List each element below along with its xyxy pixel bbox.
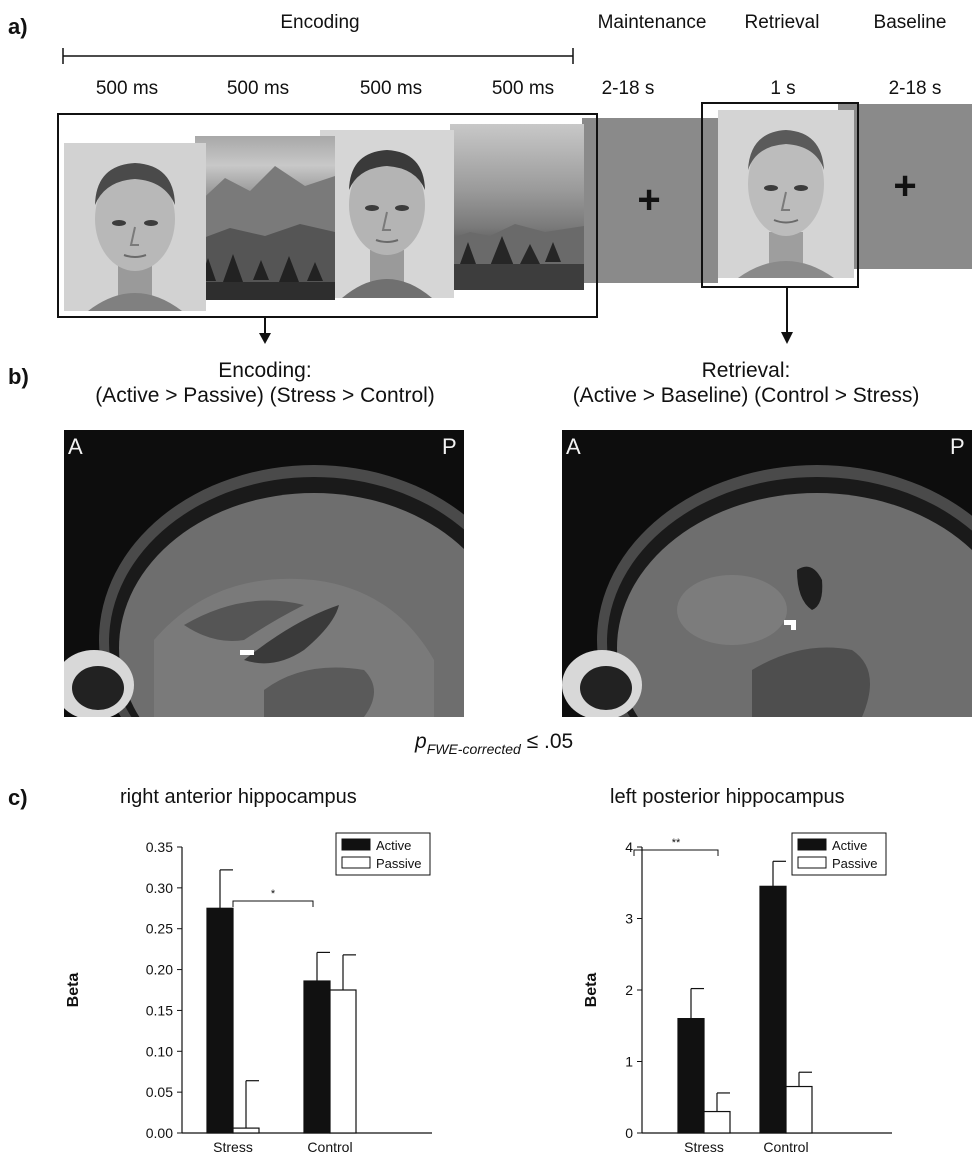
face-image (88, 163, 182, 311)
legend-label-passive: Passive (376, 856, 422, 871)
encoding-contrast-title-line2: (Active > Passive) (Stress > Control) (95, 384, 435, 407)
y-tick-label: 2 (625, 982, 633, 998)
chart-right-anterior-hippocampus: 0.00 0.05 0.10 0.15 0.20 0.25 0.30 0.35 Beta Stre… (65, 832, 432, 1155)
bar-active-stress (206, 907, 234, 1134)
bar-passive-stress (232, 1127, 260, 1134)
duration-label-3: 500 ms (359, 78, 423, 99)
chart-left-posterior-hippocampus: 0 1 2 3 4 Beta Stress Control ** Active Passive (583, 832, 892, 1155)
maintenance-fixation-cross: + (637, 178, 661, 222)
encoding-down-arrow (259, 318, 271, 344)
retrieval-contrast-title-line1: Retrieval: (701, 359, 791, 382)
bar-active-stress (677, 1018, 705, 1134)
face-image (342, 150, 432, 298)
y-axis-label: Beta (583, 973, 600, 1008)
y-tick-label: 3 (625, 911, 633, 927)
threshold-subscript: FWE-corrected (426, 741, 521, 757)
bar-passive-control (329, 989, 357, 1134)
face-stimulus-2 (320, 130, 454, 298)
retrieval-frame (701, 102, 859, 288)
y-tick-label: 0.05 (146, 1084, 173, 1100)
landscape-stimulus-1 (195, 136, 335, 300)
legend-label-active: Active (832, 838, 867, 853)
legend-label-active: Active (376, 838, 411, 853)
y-tick-label: 0.30 (146, 880, 173, 896)
y-tick-label: 0.20 (146, 962, 173, 978)
x-tick-label-control: Control (307, 1139, 352, 1155)
face-image (738, 130, 834, 278)
landscape-mountain-silhouette (195, 166, 335, 300)
retrieval-contrast-title-line2: (Active > Baseline) (Control > Stress) (572, 384, 920, 407)
retrieval-down-arrow (781, 288, 793, 344)
y-tick-label: 0.10 (146, 1043, 173, 1059)
bar-active-control (303, 980, 331, 1134)
y-axis-label: Beta (65, 973, 82, 1008)
legend-swatch-passive (797, 856, 827, 869)
encoding-timeline-bracket (62, 48, 574, 64)
duration-label-baseline: 2-18 s (888, 78, 942, 99)
y-tick-label: 1 (625, 1054, 633, 1070)
sagittal-brain-image (562, 430, 972, 717)
retrieval-face-stimulus (718, 110, 854, 278)
baseline-fixation-cross: + (893, 164, 917, 208)
phase-maintenance-label: Maintenance (597, 12, 707, 33)
duration-label-1: 500 ms (95, 78, 159, 99)
legend-swatch-active (341, 838, 371, 851)
y-tick-label: 0 (625, 1125, 633, 1141)
phase-retrieval-label: Retrieval (744, 12, 820, 33)
phase-encoding-label: Encoding (280, 12, 360, 33)
face-stimulus-1 (64, 143, 206, 311)
baseline-screen (838, 104, 972, 269)
threshold-p: p (415, 730, 427, 753)
landscape-tree-silhouette (450, 224, 584, 290)
y-tick-label: 0.15 (146, 1002, 173, 1018)
chart-legend: Active Passive (335, 832, 431, 876)
significance-stars: ** (672, 837, 681, 849)
landscape-stimulus-2 (450, 124, 584, 290)
duration-label-retrieval: 1 s (770, 78, 796, 99)
panel-b-label: b) (8, 364, 29, 389)
panel-c-label: c) (8, 785, 28, 810)
mri-retrieval-posterior-label: P (950, 434, 965, 459)
y-tick-label: 0.35 (146, 839, 173, 855)
encoding-contrast-title-line1: Encoding: (218, 359, 312, 382)
significance-stars: * (271, 888, 276, 900)
mri-retrieval-slice: A P (562, 430, 972, 717)
duration-label-maintenance: 2-18 s (601, 78, 655, 99)
legend-label-passive: Passive (832, 856, 878, 871)
duration-label-4: 500 ms (491, 78, 555, 99)
legend-swatch-passive (341, 856, 371, 869)
significance-threshold: pFWE-corrected ≤ .05 (415, 730, 573, 757)
legend-swatch-active (797, 838, 827, 851)
bar-active-control (759, 885, 787, 1134)
threshold-value: ≤ .05 (520, 730, 574, 753)
chart-1-title: right anterior hippocampus (120, 786, 357, 808)
sagittal-brain-image (64, 430, 464, 717)
significance-bracket (633, 849, 719, 856)
panel-a-label: a) (8, 14, 28, 39)
duration-label-2: 500 ms (226, 78, 290, 99)
bar-passive-control (785, 1085, 813, 1134)
x-tick-label-stress: Stress (213, 1139, 253, 1155)
x-tick-label-control: Control (763, 1139, 808, 1155)
y-tick-label: 0.00 (146, 1125, 173, 1141)
mri-encoding-anterior-label: A (68, 434, 83, 459)
mri-encoding-posterior-label: P (442, 434, 457, 459)
phase-baseline-label: Baseline (873, 12, 947, 33)
chart-2-title: left posterior hippocampus (610, 786, 845, 808)
chart-legend: Active Passive (791, 832, 887, 876)
bar-passive-stress (703, 1110, 731, 1134)
x-tick-label-stress: Stress (684, 1139, 724, 1155)
encoding-frame (57, 113, 598, 318)
maintenance-screen (582, 118, 718, 283)
y-tick-label: 4 (625, 839, 633, 855)
mri-encoding-slice: A P (64, 430, 464, 717)
y-tick-label: 0.25 (146, 921, 173, 937)
significance-bracket (232, 900, 314, 907)
mri-retrieval-anterior-label: A (566, 434, 581, 459)
